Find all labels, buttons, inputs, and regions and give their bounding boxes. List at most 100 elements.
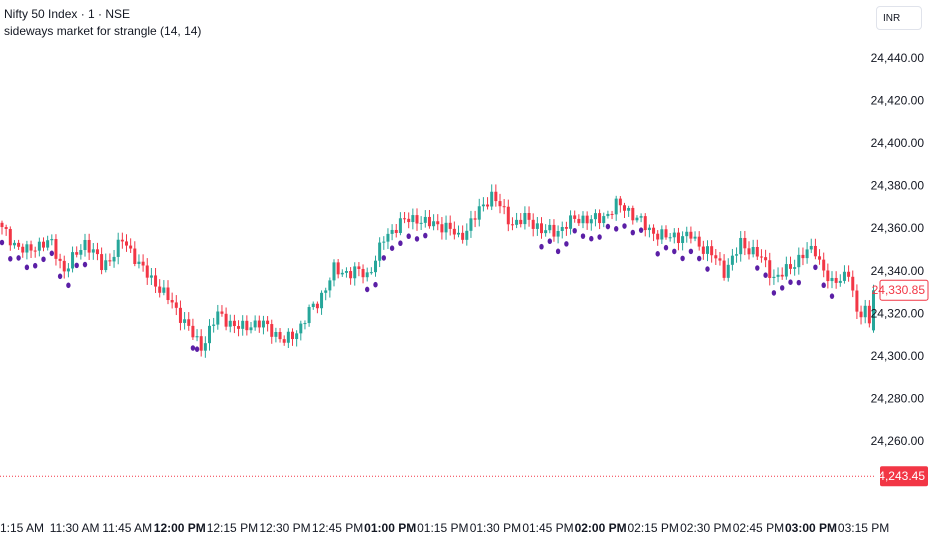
- candle-body: [672, 232, 676, 238]
- candle-body: [299, 323, 303, 334]
- x-tick-label: 01:45 PM: [522, 521, 573, 535]
- last-price-label: 24,330.85: [872, 279, 929, 301]
- candle-body: [693, 236, 697, 239]
- indicator-dot: [16, 255, 21, 261]
- candle-body: [133, 248, 137, 265]
- candle-body: [660, 229, 664, 240]
- candle-body: [245, 320, 249, 331]
- candle-body: [108, 260, 112, 262]
- candle-body: [689, 231, 693, 239]
- candle-body: [12, 242, 16, 246]
- candle-body: [183, 319, 187, 323]
- candle-body: [531, 219, 535, 229]
- candle-body: [87, 239, 91, 253]
- indicator-dot: [190, 345, 196, 351]
- candle-body: [291, 331, 294, 340]
- last-price-box: [879, 279, 929, 301]
- candle-body: [336, 262, 340, 275]
- candle-body: [855, 290, 859, 312]
- candle-body: [423, 216, 427, 223]
- candle-body: [365, 272, 369, 278]
- indicator-dot: [423, 232, 428, 239]
- candle-body: [701, 246, 705, 254]
- y-tick-label: 24,340.00: [871, 264, 925, 278]
- indicator-dot: [49, 250, 54, 257]
- indicator-dot: [82, 261, 88, 268]
- x-tick-label: 02:45 PM: [733, 521, 784, 535]
- time-axis[interactable]: 1:15 AM 11:30 AM 11:45 AM 12:00 PM 12:15 PM 1…: [0, 521, 889, 535]
- price-axis[interactable]: 24,440.00 24,420.00 24,400.00 24,380.00 24,3…: [871, 51, 925, 448]
- candle-body: [58, 258, 62, 261]
- candle-body: [544, 230, 548, 234]
- indicator-dot: [605, 223, 611, 230]
- candle-body: [4, 227, 8, 229]
- x-tick-label: 01:00 PM: [364, 521, 416, 535]
- candle-body: [639, 216, 643, 218]
- candle-body: [822, 259, 826, 271]
- candle-body: [826, 270, 830, 282]
- candle-body: [643, 216, 647, 231]
- candle-body: [685, 231, 689, 237]
- y-tick-label: 24,280.00: [871, 391, 925, 405]
- candle-body: [623, 205, 626, 211]
- candle-body: [340, 272, 344, 275]
- candle-body: [776, 274, 780, 277]
- candle-body: [436, 221, 440, 225]
- candle-body: [141, 261, 145, 266]
- candle-body: [452, 228, 456, 235]
- candle-body: [772, 276, 776, 278]
- candle-body: [768, 260, 772, 278]
- x-tick-label: 02:30 PM: [680, 521, 731, 535]
- candle-body: [755, 246, 759, 257]
- candle-body: [510, 224, 514, 226]
- x-tick-label: 1:15 AM: [0, 521, 44, 535]
- candle-body: [427, 216, 431, 227]
- candle-body: [100, 254, 104, 271]
- candle-body: [295, 333, 299, 340]
- candle-body: [0, 222, 4, 228]
- candle-body: [42, 241, 45, 248]
- candle-body: [154, 275, 158, 287]
- indicator-dot: [771, 290, 777, 296]
- candle-body: [66, 268, 70, 272]
- reference-price-box: [880, 466, 928, 487]
- candle-body: [535, 223, 539, 229]
- candle-body: [743, 237, 747, 249]
- candle-body: [37, 241, 41, 251]
- candle-body: [519, 219, 523, 225]
- indicator-dot: [8, 255, 13, 262]
- candle-body: [577, 218, 581, 224]
- candle-body: [274, 332, 278, 337]
- candle-body: [465, 230, 469, 240]
- candle-body: [419, 222, 423, 224]
- candle-body: [585, 215, 589, 224]
- candle-body: [764, 257, 768, 261]
- x-tick-label: 01:30 PM: [470, 521, 521, 535]
- candle-body: [145, 265, 149, 278]
- indicator-dot: [406, 233, 411, 240]
- candle-body: [162, 287, 166, 293]
- candle-body: [486, 204, 490, 207]
- candle-body: [382, 241, 386, 243]
- candle-body: [490, 191, 494, 207]
- candle-body: [112, 256, 116, 262]
- candle-body: [851, 276, 855, 291]
- candle-body: [25, 244, 29, 253]
- candle-body: [573, 215, 577, 219]
- y-tick-label: 24,400.00: [871, 136, 925, 150]
- candle-body: [548, 224, 552, 231]
- x-tick-label: 11:30 AM: [50, 521, 100, 535]
- candle-body: [859, 311, 863, 318]
- candle-body: [751, 246, 755, 255]
- currency-button[interactable]: INR: [876, 6, 922, 30]
- candle-body: [593, 213, 597, 220]
- x-tick-label: 03:15 PM: [838, 521, 889, 535]
- y-tick-label: 24,320.00: [871, 306, 925, 320]
- indicator-dot: [622, 223, 627, 229]
- candle-body: [241, 320, 245, 329]
- indicator-dot: [24, 264, 30, 271]
- indicator-dot: [788, 279, 793, 285]
- candle-body: [137, 261, 141, 265]
- indicator-dot: [539, 243, 544, 250]
